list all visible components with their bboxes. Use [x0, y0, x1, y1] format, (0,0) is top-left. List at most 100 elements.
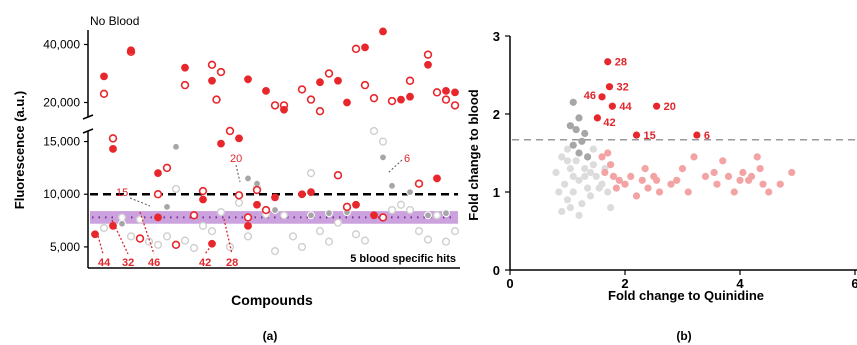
point-red-open — [234, 191, 244, 200]
point-red-open — [324, 69, 334, 78]
point-grey-filled — [244, 174, 252, 183]
point-pink — [759, 180, 767, 188]
point-pink — [765, 188, 773, 196]
x-tick-label-b: 6 — [851, 276, 857, 291]
point-pink — [724, 172, 733, 180]
point-red — [598, 93, 606, 101]
point-grey-filled — [406, 188, 414, 197]
point-grey-open — [162, 232, 172, 241]
y-tick-label-b: 3 — [493, 29, 500, 44]
hits-label: 5 blood specific hits — [350, 253, 456, 265]
y-axis-label-b: Fold change to blood — [466, 89, 481, 220]
point-lightgrey — [584, 184, 592, 192]
point-red-open — [387, 96, 397, 106]
point-grey-filled — [271, 206, 279, 214]
x-tick-label-b: 4 — [736, 276, 744, 291]
point-red-filled — [217, 139, 225, 148]
point-grey-open — [117, 213, 127, 222]
point-label-32: 32 — [616, 82, 628, 94]
point-label-44: 44 — [619, 101, 632, 113]
point-pink — [730, 188, 738, 196]
point-grey-open — [126, 232, 136, 241]
point-grey-open — [324, 237, 334, 246]
point-pink — [673, 176, 681, 184]
side-label-20: 20 — [230, 153, 242, 165]
y-axis-label-a-text: Fluorescence (a.u.) — [12, 91, 27, 209]
point-red-filled — [334, 76, 342, 85]
y-tick-label-lower: 15,000 — [43, 135, 80, 149]
point-grey-open — [360, 236, 370, 245]
point-red — [693, 131, 701, 139]
point-red-filled-hits — [109, 221, 117, 230]
point-grey-filled — [307, 211, 315, 220]
point-grey-open — [432, 211, 442, 220]
point-pink — [678, 165, 687, 173]
connector-20 — [235, 164, 241, 183]
point-grey-open — [99, 223, 109, 233]
point-red-filled — [109, 145, 117, 153]
point-red-open — [351, 44, 361, 54]
point-grey-open — [333, 218, 343, 227]
axis-break-mark-bottom — [82, 128, 94, 134]
point-grey-filled — [118, 219, 126, 228]
point-red-open — [342, 202, 352, 212]
x-axis-label-b: Fold change to Quinidine — [608, 288, 764, 303]
point-grey-open — [207, 227, 217, 236]
connector-28 — [223, 218, 233, 255]
point-pink — [701, 172, 710, 180]
point-red-filled — [316, 78, 324, 87]
point-lightgrey — [558, 207, 566, 216]
point-label-46: 46 — [584, 90, 596, 102]
point-grey — [584, 153, 592, 161]
point-pink — [667, 180, 675, 188]
point-grey-open — [234, 198, 244, 207]
point-grey-open — [243, 232, 253, 241]
point-red-open — [378, 213, 388, 222]
point-red-filled — [262, 87, 270, 95]
point-red-open — [450, 101, 460, 110]
point-lightgrey — [607, 204, 615, 212]
hit-label-44: 44 — [98, 257, 111, 269]
point-pink — [638, 176, 646, 184]
point-lightgrey — [563, 157, 572, 165]
point-grey — [566, 122, 574, 130]
point-red-filled — [343, 98, 351, 107]
point-red-open — [162, 163, 172, 173]
point-grey-open — [216, 208, 226, 217]
point-red-filled — [370, 211, 378, 220]
point-pink — [601, 168, 609, 177]
panel-label-a: (a) — [263, 329, 278, 343]
point-red-open — [243, 213, 253, 222]
point-grey-open — [306, 169, 316, 178]
point-pink — [604, 149, 612, 157]
y-axis-label-a: Fluorescence (a.u.) — [12, 91, 27, 209]
point-red-filled — [451, 88, 459, 97]
point-red-open — [270, 101, 280, 110]
point-pink — [615, 176, 623, 184]
point-red — [608, 102, 616, 110]
point-lightgrey — [563, 196, 572, 204]
point-red-open — [189, 211, 199, 220]
point-grey-open — [189, 243, 199, 253]
point-pink — [612, 184, 620, 192]
point-red — [632, 131, 641, 139]
connector-46 — [139, 211, 155, 255]
point-red-open — [252, 185, 262, 195]
point-pink — [756, 165, 764, 173]
point-pink — [719, 157, 727, 165]
hit-label-42: 42 — [199, 257, 211, 269]
point-grey — [575, 149, 583, 157]
point-grey-filled — [388, 181, 396, 190]
connector-6 — [387, 159, 403, 174]
y-tick-label-lower: 10,000 — [43, 187, 80, 201]
point-red-filled — [253, 200, 261, 209]
point-red — [593, 114, 602, 122]
point-red-filled-hits — [154, 213, 162, 222]
point-grey-open — [153, 240, 163, 249]
point-grey-filled — [379, 153, 387, 162]
x-tick-label-b: 2 — [621, 276, 628, 291]
point-red-filled — [154, 169, 162, 178]
point-red-open — [369, 93, 379, 103]
point-lightgrey — [552, 168, 560, 177]
